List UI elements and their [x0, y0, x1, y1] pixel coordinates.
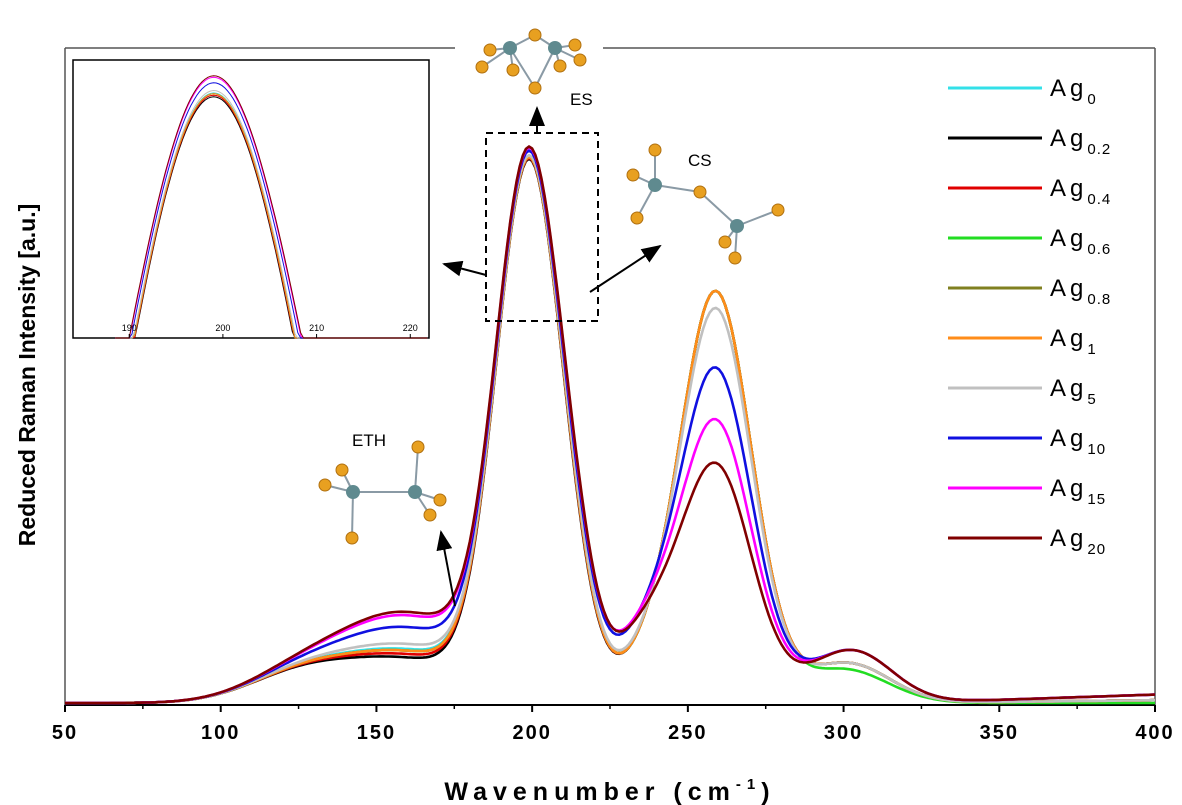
legend-entry-subscript: 20 — [1087, 541, 1106, 558]
legend-entry-subscript: 1 — [1087, 341, 1096, 358]
x-tick-label: 400 — [1135, 722, 1174, 744]
legend-entry-name: Ag — [1050, 525, 1087, 552]
legend-entry-name: Ag — [1050, 325, 1087, 352]
x-axis-title: Wavenumber (cm-1) — [444, 776, 775, 805]
x-axis-title-text: Wavenumber (cm — [444, 778, 735, 805]
legend-entry-subscript: 0.4 — [1087, 191, 1111, 208]
x-tick-label: 300 — [824, 722, 863, 744]
annotation-arrows — [436, 106, 662, 607]
inset-tick-label: 210 — [309, 323, 324, 333]
legend-entry-subscript: 0.8 — [1087, 291, 1111, 308]
inset-line-ag-20 — [115, 75, 428, 339]
legend-entry: Ag20 — [1050, 525, 1106, 558]
inset-x-ticks: 190 200 210 220 — [122, 323, 418, 338]
x-axis-ticks: 50 100 150 200 250 300 350 400 — [52, 705, 1174, 744]
inset-series-lines — [115, 75, 428, 339]
x-tick-label: 350 — [980, 722, 1019, 744]
inset-frame — [72, 59, 430, 339]
legend-entry: Ag15 — [1050, 475, 1106, 508]
legend-entry-name: Ag — [1050, 275, 1087, 302]
legend-entry-name: Ag — [1050, 475, 1087, 502]
eth-molecule-icon — [318, 440, 447, 545]
legend-entry-name: Ag — [1050, 175, 1087, 202]
inset-tick-label: 220 — [403, 323, 418, 333]
legend-entry-name: Ag — [1050, 125, 1087, 152]
legend-entry: Ag5 — [1050, 375, 1097, 408]
inset-panel: 190 200 210 220 — [72, 59, 430, 339]
x-tick-label: 100 — [201, 722, 240, 744]
legend-entry: Ag0 — [1050, 75, 1097, 108]
arrow-to-cs — [589, 244, 662, 293]
arrow-to-eth — [436, 530, 456, 607]
legend-entry-name: Ag — [1050, 75, 1087, 102]
cs-label: CS — [688, 151, 712, 170]
y-axis-title: Reduced Raman Intensity [a.u.] — [14, 204, 40, 547]
eth-label: ETH — [352, 431, 386, 450]
x-tick-label: 200 — [512, 722, 551, 744]
legend-entry-subscript: 5 — [1087, 391, 1096, 408]
inset-tick-label: 200 — [215, 323, 230, 333]
legend-entry: Ag0.6 — [1050, 225, 1111, 258]
legend-entry: Ag0.2 — [1050, 125, 1111, 158]
legend-entry: Ag0.8 — [1050, 275, 1111, 308]
zoom-region-box — [485, 132, 599, 322]
legend-entry-name: Ag — [1050, 425, 1087, 452]
inset-tick-label: 190 — [122, 323, 137, 333]
plot-frame — [64, 47, 1156, 705]
cs-molecule-icon — [626, 143, 785, 265]
legend: Ag0Ag0.2Ag0.4Ag0.6Ag0.8Ag1Ag5Ag10Ag15Ag2… — [948, 75, 1111, 558]
x-tick-label: 250 — [668, 722, 707, 744]
es-molecule-icon — [475, 28, 587, 95]
legend-entry: Ag1 — [1050, 325, 1097, 358]
legend-entry-subscript: 10 — [1087, 441, 1106, 458]
x-tick-label: 150 — [357, 722, 396, 744]
series-line-ag-20 — [65, 145, 1156, 705]
arrow-to-inset — [442, 260, 487, 277]
legend-entry-subscript: 0.6 — [1087, 241, 1111, 258]
legend-entry: Ag0.4 — [1050, 175, 1111, 208]
legend-entry-subscript: 0 — [1087, 91, 1096, 108]
x-axis-title-close: ) — [761, 778, 775, 805]
legend-entry-subscript: 15 — [1087, 491, 1106, 508]
legend-entry-name: Ag — [1050, 225, 1087, 252]
x-tick-label: 50 — [52, 722, 78, 744]
x-axis-title-sup: -1 — [736, 776, 761, 793]
series-lines — [65, 145, 1156, 705]
legend-entry: Ag10 — [1050, 425, 1106, 458]
legend-entry-name: Ag — [1050, 375, 1087, 402]
legend-entry-subscript: 0.2 — [1087, 141, 1111, 158]
es-label: ES — [570, 90, 593, 109]
